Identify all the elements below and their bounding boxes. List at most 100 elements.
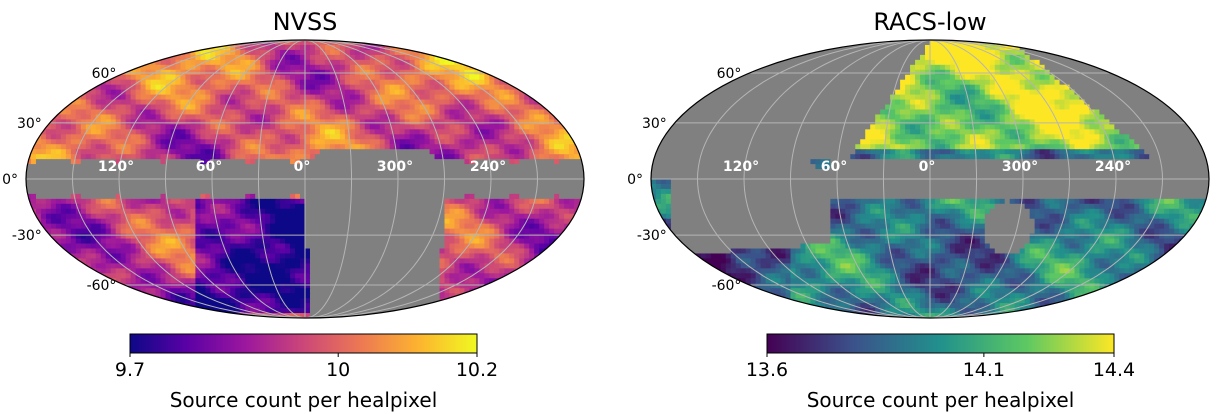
healpix-cell: [509, 139, 515, 145]
healpix-cell: [489, 179, 495, 185]
healpix-cell: [70, 198, 77, 205]
healpix-cell: [359, 59, 366, 66]
healpix-cell: [295, 233, 301, 240]
healpix-cell: [100, 119, 107, 125]
healpix-cell: [354, 288, 361, 294]
healpix-cell: [469, 149, 475, 155]
healpix-cell: [509, 253, 515, 260]
healpix-cell: [459, 258, 466, 264]
healpix-cell: [160, 164, 167, 170]
healpix-cell: [130, 193, 137, 200]
healpix-cell: [200, 228, 206, 235]
healpix-cell: [509, 144, 515, 150]
healpix-cell: [285, 174, 291, 180]
healpix-cell: [305, 253, 311, 260]
healpix-cell: [155, 198, 162, 205]
healpix-cell: [444, 79, 451, 86]
healpix-cell: [449, 183, 456, 190]
healpix-cell: [444, 263, 451, 269]
healpix-cell: [245, 213, 251, 220]
healpix-cell: [295, 74, 301, 81]
healpix-cell: [200, 119, 206, 125]
healpix-cell: [155, 283, 162, 289]
healpix-cell: [150, 223, 157, 230]
healpix-cell: [120, 94, 127, 101]
healpix-cell: [240, 238, 246, 245]
healpix-cell: [115, 109, 122, 116]
healpix-cell: [564, 213, 570, 220]
healpix-cell: [285, 253, 291, 260]
healpix-cell: [215, 124, 221, 130]
healpix-cell: [344, 154, 351, 160]
healpix-cell: [245, 258, 251, 264]
healpix-cell: [539, 179, 545, 185]
healpix-cell: [135, 164, 142, 170]
healpix-cell: [235, 159, 241, 165]
healpix-cell: [559, 213, 565, 220]
healpix-cell: [429, 124, 436, 130]
healpix-cell: [524, 139, 530, 145]
healpix-cell: [389, 149, 396, 155]
healpix-cell: [125, 149, 132, 155]
healpix-cell: [275, 154, 281, 160]
healpix-cell: [290, 213, 296, 220]
healpix-cell: [514, 134, 520, 140]
healpix-cell: [314, 218, 321, 225]
healpix-cell: [140, 149, 147, 155]
healpix-cell: [285, 119, 291, 125]
healpix-cell: [205, 94, 211, 101]
healpix-cell: [95, 89, 102, 96]
healpix-cell: [125, 278, 132, 284]
healpix-cell: [125, 238, 132, 245]
healpix-cell: [105, 79, 112, 86]
healpix-cell: [285, 188, 291, 195]
healpix-cell: [549, 169, 555, 175]
healpix-cell: [295, 129, 301, 135]
healpix-cell: [80, 119, 87, 125]
healpix-cell: [280, 179, 286, 185]
healpix-cell: [514, 154, 520, 160]
healpix-cell: [145, 64, 152, 71]
healpix-cell: [180, 104, 187, 111]
healpix-cell: [205, 144, 211, 150]
healpix-cell: [170, 54, 177, 61]
healpix-cell: [150, 174, 157, 180]
healpix-cell: [324, 183, 331, 190]
healpix-cell: [140, 188, 147, 195]
healpix-cell: [185, 64, 192, 71]
healpix-cell: [255, 183, 261, 190]
healpix-cell: [494, 164, 500, 170]
healpix-cell: [150, 233, 157, 240]
healpix-cell: [85, 179, 92, 185]
healpix-cell: [285, 64, 291, 71]
healpix-cell: [464, 119, 471, 125]
healpix-cell: [250, 109, 256, 116]
healpix-cell: [339, 278, 346, 284]
healpix-cell: [135, 139, 142, 145]
healpix-cell: [160, 134, 167, 140]
healpix-cell: [404, 124, 411, 130]
healpix-cell: [309, 203, 316, 210]
healpix-cell: [509, 218, 515, 225]
healpix-cell: [70, 238, 77, 245]
healpix-cell: [210, 104, 216, 111]
healpix-cell: [439, 59, 446, 66]
healpix-cell: [499, 263, 505, 269]
healpix-cell: [419, 89, 426, 96]
healpix-cell: [479, 154, 485, 160]
healpix-cell: [379, 268, 386, 274]
healpix-cell: [130, 84, 137, 91]
healpix-cell: [295, 64, 301, 71]
healpix-cell: [569, 188, 575, 195]
healpix-cell: [210, 54, 216, 61]
healpix-cell: [40, 139, 47, 145]
healpix-cell: [549, 124, 555, 130]
healpix-cell: [205, 278, 211, 284]
healpix-cell: [150, 84, 157, 91]
healpix-cell: [374, 154, 381, 160]
healpix-cell: [349, 238, 356, 245]
healpix-cell: [494, 149, 500, 155]
healpix-cell: [170, 84, 177, 91]
healpix-cell: [444, 233, 451, 240]
healpix-cell: [85, 174, 92, 180]
